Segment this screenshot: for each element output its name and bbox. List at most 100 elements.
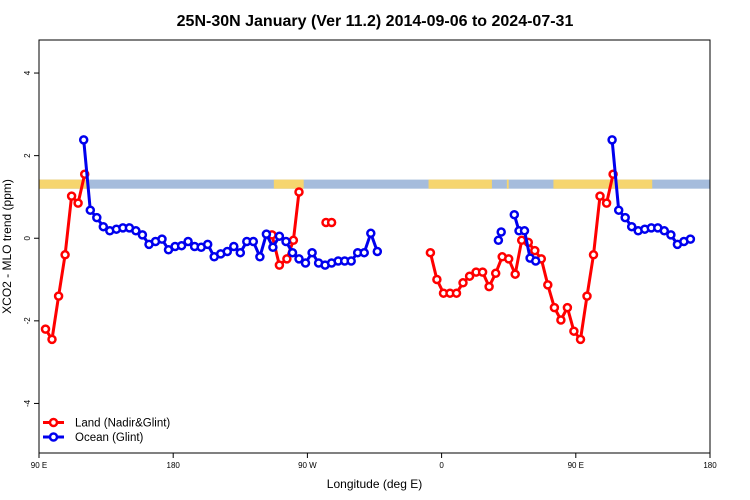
x-tick-label: 90 E [31, 461, 47, 470]
data-point-land [601, 198, 612, 208]
data-point-land [503, 254, 514, 264]
data-point-ocean [98, 221, 109, 232]
strip-ocean [39, 179, 710, 189]
data-point-land [543, 280, 553, 290]
y-tick-label: 0 [23, 235, 32, 240]
x-tick-label: 90 W [298, 461, 317, 470]
y-tick-label: -4 [23, 399, 32, 407]
data-point-land [458, 278, 468, 288]
x-axis-label: Longitude (deg E) [327, 477, 422, 491]
data-point-ocean [372, 246, 383, 257]
legend-marker-ocean [48, 432, 59, 442]
data-point-land [282, 254, 292, 264]
y-tick-label: 4 [23, 70, 32, 75]
data-point-land [562, 302, 573, 313]
plot-frame [38, 39, 711, 454]
data-point-land [556, 315, 566, 325]
data-point-ocean [137, 230, 148, 240]
y-axis-label: XCO2 - MLO trend (ppm) [0, 179, 14, 314]
data-point-ocean [261, 229, 272, 239]
chart-title: 25N-30N January (Ver 11.2) 2014-09-06 to… [177, 13, 574, 30]
data-point-ocean [268, 242, 278, 253]
data-point-ocean [607, 135, 617, 145]
data-point-ocean [493, 235, 504, 246]
y-axis: 4 2 0 -2 -4 [23, 70, 39, 407]
series-land [40, 169, 618, 345]
data-point-ocean [620, 212, 630, 223]
data-point-land [432, 274, 442, 285]
strip-land-3 [506, 179, 509, 189]
data-point-land [569, 326, 579, 336]
legend-label-land: Land (Nadir&Glint) [75, 418, 170, 430]
data-point-ocean [176, 240, 187, 251]
data-point-land [477, 267, 488, 277]
land-ocean-strip [39, 179, 710, 189]
data-point-land [326, 217, 337, 228]
data-point-land [73, 198, 83, 208]
data-point-land [510, 269, 520, 279]
data-point-ocean [496, 227, 506, 237]
strip-land-4 [553, 179, 653, 189]
data-point-ocean [659, 226, 670, 236]
data-point-ocean [294, 254, 304, 264]
data-point-ocean [131, 226, 141, 236]
data-point-land [294, 187, 304, 197]
data-point-ocean [530, 256, 541, 266]
legend-label-ocean: Ocean (Glint) [75, 432, 144, 444]
data-point-ocean [78, 135, 89, 145]
data-point-ocean [346, 256, 356, 266]
data-point-ocean [359, 247, 369, 258]
x-tick-label: 180 [703, 461, 717, 470]
series-ocean [78, 135, 696, 270]
data-point-land [484, 281, 494, 292]
x-tick-label: 180 [167, 461, 181, 470]
strip-land-0 [39, 179, 90, 189]
legend: Land (Nadir&Glint) Ocean (Glint) [43, 417, 170, 444]
data-point-ocean [509, 209, 520, 220]
data-point-land [451, 288, 462, 298]
legend-marker-land [48, 417, 59, 428]
data-point-land [549, 302, 560, 313]
data-point-ocean [183, 236, 193, 247]
data-point-land [582, 291, 592, 301]
data-point-land [588, 250, 599, 260]
data-point-ocean [287, 247, 298, 258]
data-point-land [464, 271, 475, 281]
data-point-ocean [85, 205, 96, 215]
data-point-land [490, 268, 501, 279]
data-point-ocean [300, 258, 311, 268]
data-point-ocean [235, 247, 246, 258]
data-point-ocean [255, 252, 265, 262]
data-point-ocean [519, 226, 530, 236]
data-point-ocean [274, 231, 285, 241]
strip-land-1 [273, 179, 304, 189]
data-point-ocean [366, 228, 376, 239]
data-point-land [53, 291, 64, 301]
data-point-land [47, 334, 57, 345]
data-point-land [530, 245, 540, 256]
data-point-land [274, 260, 285, 270]
series-line-land [428, 173, 615, 341]
data-point-ocean [613, 205, 624, 215]
data-point-land [60, 250, 70, 260]
data-point-ocean [626, 221, 637, 232]
y-tick-label: 2 [23, 153, 32, 158]
plot-area [40, 135, 696, 345]
data-point-ocean [281, 236, 291, 247]
data-point-land [595, 191, 605, 201]
data-point-ocean [92, 212, 102, 223]
x-axis: 90 E 180 90 W 0 90 E 180 [31, 453, 717, 470]
data-point-land [575, 334, 586, 345]
strip-land-2 [428, 179, 492, 189]
data-point-ocean [248, 236, 259, 247]
data-point-ocean [202, 239, 213, 250]
data-point-ocean [666, 230, 676, 240]
y-tick-label: -2 [23, 317, 32, 325]
data-point-land [40, 324, 51, 334]
data-point-ocean [307, 247, 317, 258]
data-point-ocean [222, 246, 233, 257]
data-point-ocean [229, 241, 239, 252]
data-point-land [66, 191, 77, 201]
data-point-land [288, 235, 299, 246]
